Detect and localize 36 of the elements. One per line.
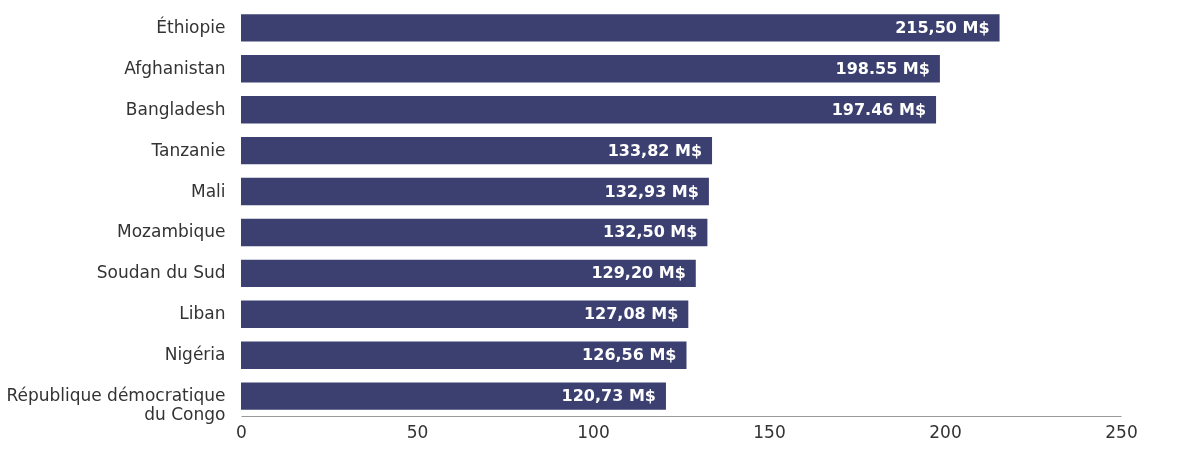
- data-label: 198.55 M$: [835, 58, 930, 78]
- data-label: 132,50 M$: [603, 222, 698, 242]
- x-tick-label: 150: [753, 421, 786, 442]
- y-tick-label: Liban: [179, 303, 226, 324]
- y-tick-label: Mali: [190, 180, 226, 201]
- bar: [241, 259, 696, 288]
- x-tick-label: 50: [406, 421, 429, 442]
- x-tick-label: 250: [1105, 421, 1138, 442]
- y-tick-label: Nigéria: [164, 344, 226, 365]
- y-tick-label: Afghanistan: [124, 57, 226, 78]
- bar: [241, 177, 709, 206]
- bar: [241, 218, 708, 247]
- y-tick-label: Mozambique: [116, 221, 226, 242]
- x-tick-label: 200: [929, 421, 962, 442]
- data-label: 132,93 M$: [604, 181, 699, 201]
- bar: [241, 14, 1000, 42]
- data-label: 133,82 M$: [607, 140, 703, 160]
- y-tick-label: Tanzanie: [150, 139, 226, 160]
- bar: [241, 95, 937, 124]
- data-label: 127,08 M$: [583, 304, 679, 324]
- data-label: 197.46 M$: [831, 99, 927, 119]
- bar: [241, 300, 689, 329]
- data-label: 120,73 M$: [561, 386, 656, 406]
- x-tick-label: 100: [577, 421, 610, 442]
- x-tick-label: 0: [236, 421, 247, 442]
- data-label: 126,56 M$: [582, 345, 677, 365]
- y-tick-label: Éthiopie: [156, 15, 226, 37]
- data-label: 215,50 M$: [895, 17, 990, 37]
- bar: [241, 341, 687, 369]
- y-tick-label: Bangladesh: [125, 98, 226, 119]
- y-tick-label: Soudan du Sud: [96, 262, 226, 283]
- bar: [241, 136, 713, 165]
- bar: [241, 382, 666, 410]
- y-tick-label: République démocratique du Congo: [6, 385, 226, 425]
- data-label: 129,20 M$: [591, 263, 686, 283]
- bar: [241, 55, 940, 83]
